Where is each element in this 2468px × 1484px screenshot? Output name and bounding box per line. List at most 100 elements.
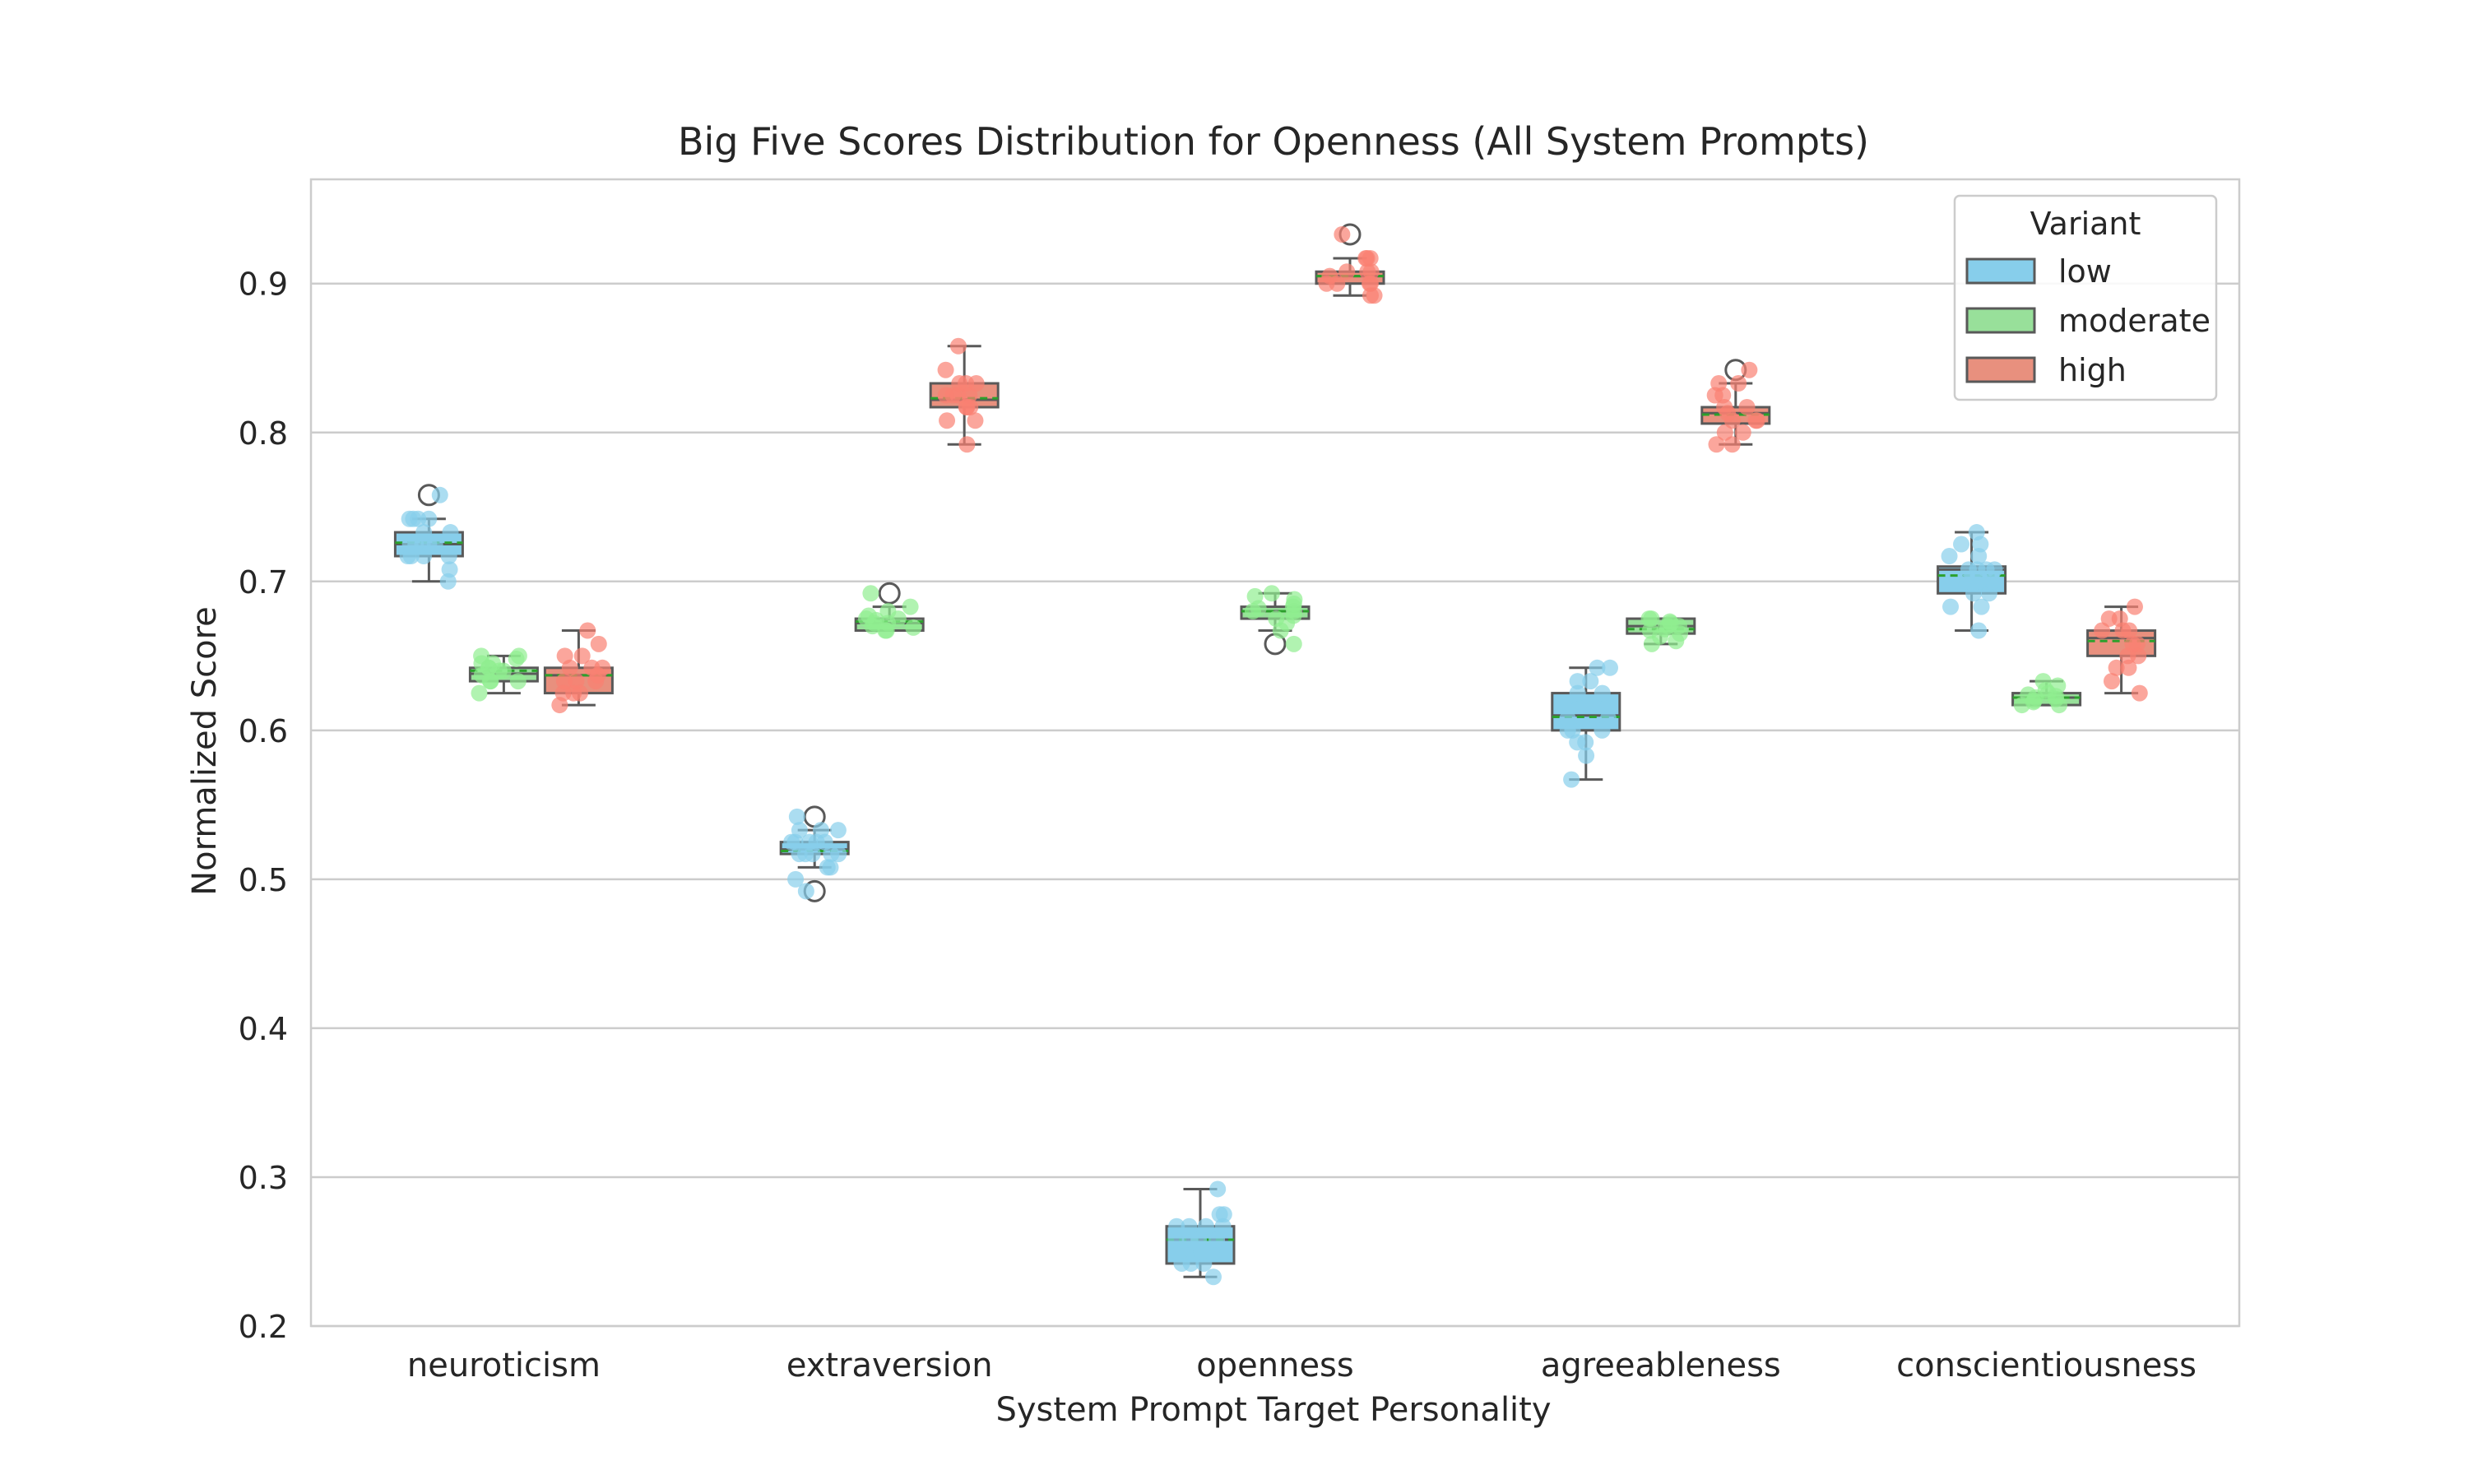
data-point-moderate [902, 598, 919, 615]
y-tick-label: 0.3 [239, 1160, 288, 1196]
x-tick-label-conscientiousness: conscientiousness [1896, 1347, 2197, 1384]
data-point-low [787, 870, 805, 888]
data-point-moderate [510, 647, 527, 665]
data-point-low [401, 510, 418, 527]
data-point-low [1970, 622, 1988, 639]
x-axis-label: System Prompt Target Personality [995, 1391, 1551, 1429]
data-point-low [1208, 1231, 1226, 1248]
data-point-high [958, 375, 975, 392]
data-point-high [556, 647, 573, 665]
data-point-high [1362, 287, 1379, 304]
data-point-low [791, 822, 808, 839]
data-point-low [1941, 548, 1958, 565]
data-point-high [1710, 375, 1728, 392]
y-tick-label: 0.4 [239, 1011, 288, 1047]
data-point-moderate [2049, 677, 2067, 694]
y-tick-label: 0.5 [239, 862, 288, 898]
data-point-low [431, 486, 448, 503]
data-point-high [2108, 659, 2125, 676]
data-point-low [819, 859, 836, 876]
data-point-high [590, 635, 607, 652]
data-point-moderate [2034, 673, 2052, 690]
data-point-low [1168, 1217, 1185, 1235]
data-point-high [1716, 424, 1733, 441]
data-point-low [440, 548, 457, 565]
x-tick-label-openness: openness [1196, 1347, 1353, 1384]
data-point-low [829, 822, 847, 839]
plot-area [309, 178, 2241, 1328]
y-axis-label: Normalized Score [186, 606, 224, 896]
data-point-low [1594, 684, 1611, 702]
data-point-moderate [1263, 585, 1280, 602]
data-point-high [2094, 622, 2111, 639]
data-point-moderate [509, 673, 527, 690]
data-point-low [1209, 1180, 1227, 1198]
data-point-high [2111, 610, 2128, 628]
y-tick-label: 0.9 [239, 267, 288, 303]
legend-swatch-low [1965, 257, 2036, 285]
data-point-high [1730, 375, 1747, 392]
data-point-high [579, 622, 596, 639]
data-point-low [1181, 1231, 1199, 1248]
data-point-low [1181, 1217, 1198, 1235]
data-point-moderate [862, 585, 879, 602]
data-point-low [1569, 673, 1586, 690]
data-point-moderate [1661, 613, 1678, 630]
data-point-moderate [1286, 591, 1303, 608]
data-point-high [937, 361, 954, 378]
data-point-high [554, 684, 572, 702]
data-point-moderate [879, 603, 897, 620]
data-point-low [1602, 659, 1619, 676]
data-point-low [1969, 561, 1986, 578]
data-point-low [1968, 524, 1985, 541]
data-point-low [1582, 673, 1599, 690]
data-point-high [1741, 361, 1758, 378]
data-point-high [949, 337, 967, 355]
data-point-high [1362, 263, 1380, 281]
data-point-low [813, 822, 830, 839]
data-point-low [801, 833, 819, 851]
data-point-high [2131, 684, 2148, 702]
data-point-high [939, 412, 956, 429]
data-point-high [1723, 436, 1741, 453]
data-point-high [2120, 659, 2137, 676]
y-tick-labels: 0.2 0.3 0.4 0.5 0.6 0.7 0.8 0.9 [239, 267, 288, 1345]
data-point-low [1563, 771, 1580, 788]
y-tick-label: 0.6 [239, 713, 288, 749]
data-point-low [1960, 573, 1977, 590]
data-point-low [441, 561, 458, 578]
data-point-low [830, 846, 847, 863]
data-point-high [967, 412, 984, 429]
data-point-low [1973, 598, 1990, 615]
data-point-low [401, 536, 419, 553]
y-tick-label: 0.7 [239, 564, 288, 601]
data-point-high [2103, 673, 2120, 690]
x-tick-label-neuroticism: neuroticism [407, 1347, 601, 1384]
data-point-high [2126, 598, 2143, 615]
data-point-high [573, 647, 591, 665]
x-tick-label-extraversion: extraversion [786, 1347, 993, 1384]
legend-label-high: high [2058, 352, 2127, 388]
data-point-low [415, 524, 433, 541]
legend-items: low moderate high [1965, 253, 2211, 388]
legend-label-low: low [2058, 253, 2112, 290]
legend-frame [1953, 194, 2218, 401]
data-point-high [958, 436, 976, 453]
data-point-high [1358, 249, 1375, 267]
data-point-moderate [2020, 686, 2037, 703]
data-point-low [1559, 710, 1576, 727]
data-point-low [1173, 1254, 1190, 1272]
x-tick-labels: neuroticism extraversion openness agreeable… [407, 1347, 2197, 1384]
legend-swatch-high [1965, 356, 2036, 383]
data-point-low [1589, 659, 1606, 676]
data-point-high [937, 387, 954, 404]
strip-points [399, 225, 2148, 1286]
data-point-low [1578, 747, 1595, 764]
y-tick-label: 0.8 [239, 415, 288, 452]
data-point-moderate [860, 607, 877, 624]
data-point-low [1953, 536, 1970, 553]
data-point-high [1338, 263, 1356, 281]
data-point-low [1942, 598, 1960, 615]
